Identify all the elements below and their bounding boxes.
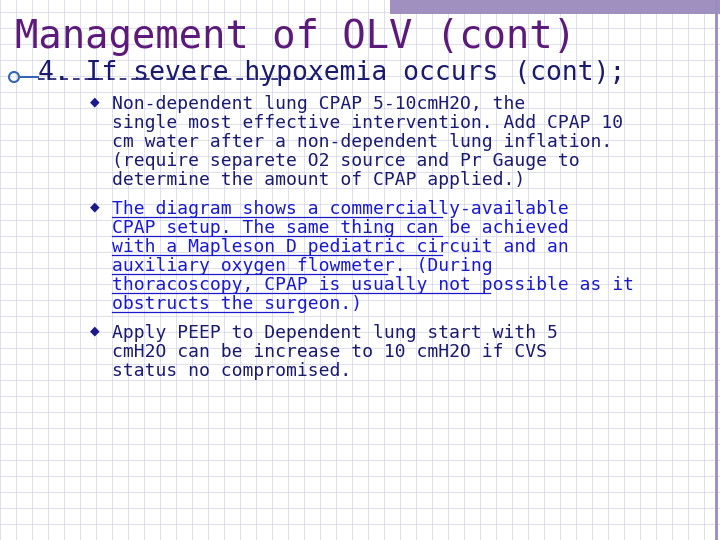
Text: ◆: ◆ [90, 200, 100, 213]
Text: with a Mapleson D pediatric circuit and an: with a Mapleson D pediatric circuit and … [112, 238, 569, 256]
Text: 4. If severe hypoxemia occurs (cont);: 4. If severe hypoxemia occurs (cont); [38, 60, 626, 86]
Bar [390, 0, 720, 14]
Text: cmH2O can be increase to 10 cmH2O if CVS: cmH2O can be increase to 10 cmH2O if CVS [112, 343, 547, 361]
Text: Management of OLV (cont): Management of OLV (cont) [15, 18, 576, 56]
Text: Apply PEEP to Dependent lung start with 5: Apply PEEP to Dependent lung start with … [112, 324, 558, 342]
Text: determine the amount of CPAP applied.): determine the amount of CPAP applied.) [112, 171, 526, 189]
Text: single most effective intervention. Add CPAP 10: single most effective intervention. Add … [112, 114, 623, 132]
Text: obstructs the surgeon.): obstructs the surgeon.) [112, 295, 362, 313]
Text: (require separete O2 source and Pr Gauge to: (require separete O2 source and Pr Gauge… [112, 152, 580, 170]
Text: thoracoscopy, CPAP is usually not possible as it: thoracoscopy, CPAP is usually not possib… [112, 276, 634, 294]
Text: status no compromised.: status no compromised. [112, 362, 351, 380]
Text: ◆: ◆ [90, 324, 100, 337]
Text: The diagram shows a commercially-available: The diagram shows a commercially-availab… [112, 200, 569, 218]
Text: Non-dependent lung CPAP 5-10cmH2O, the: Non-dependent lung CPAP 5-10cmH2O, the [112, 95, 526, 113]
Text: ◆: ◆ [90, 95, 100, 108]
Text: CPAP setup. The same thing can be achieved: CPAP setup. The same thing can be achiev… [112, 219, 569, 237]
Text: auxiliary oxygen flowmeter. (During: auxiliary oxygen flowmeter. (During [112, 257, 492, 275]
Text: cm water after a non-dependent lung inflation.: cm water after a non-dependent lung infl… [112, 133, 612, 151]
